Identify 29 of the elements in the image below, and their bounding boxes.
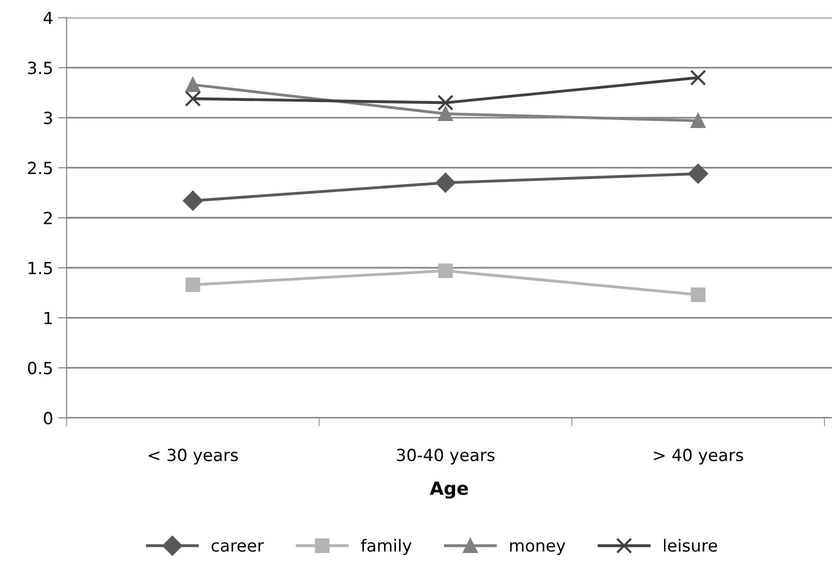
y-tick-label: 0.5 (28, 362, 52, 374)
y-tick-label: 3.5 (28, 62, 52, 74)
x-axis-title: Age (430, 482, 468, 499)
point (690, 113, 706, 128)
legend-label: money (510, 542, 566, 555)
y-tick-label: 1.5 (28, 262, 52, 274)
point (184, 90, 201, 107)
y-tick-label: 2 (44, 212, 52, 224)
point (436, 172, 456, 193)
point (688, 164, 708, 184)
y-tick-label: 4 (44, 12, 52, 24)
point (182, 190, 203, 211)
y-tick-label: 0 (44, 412, 52, 424)
point (690, 287, 706, 302)
y-tick-label: 2.5 (28, 162, 52, 174)
legend-label: career (212, 542, 264, 552)
point (438, 106, 453, 121)
y-tick-label: 3 (44, 112, 52, 124)
legend-label: family (360, 538, 412, 555)
point (186, 77, 200, 92)
point (186, 277, 200, 292)
x-tick-label: < 30 years (148, 448, 238, 464)
point (438, 94, 454, 111)
y-tick-label: 1 (44, 312, 52, 324)
x-tick-label: 30-40 years (396, 448, 494, 464)
x-tick-label: > 40 years (654, 448, 744, 464)
point (438, 263, 453, 278)
point (690, 70, 706, 86)
legend-label: leisure (664, 538, 718, 552)
